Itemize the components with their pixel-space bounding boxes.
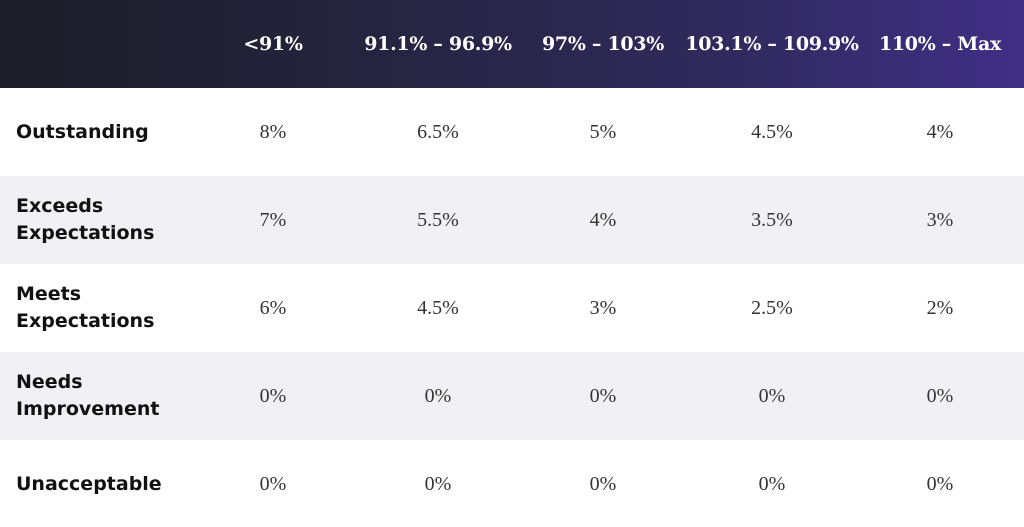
table-cell: 6% xyxy=(259,296,287,319)
table-row: Unacceptable 0% 0% 0% 0% 0% xyxy=(0,440,1024,527)
table-row: Outstanding 8% 6.5% 5% 4.5% 4% xyxy=(0,88,1024,176)
table-cell: 0% xyxy=(926,384,954,407)
row-label: Unacceptable xyxy=(16,472,162,495)
table-cell: 4% xyxy=(926,120,954,143)
table-cell: 4% xyxy=(589,208,617,231)
table-row: Needs Improvement 0% 0% 0% 0% 0% xyxy=(0,352,1024,440)
column-header: 97% – 103% xyxy=(542,33,664,55)
table-cell: 8% xyxy=(259,120,287,143)
table-cell: 0% xyxy=(259,472,287,495)
table-cell: 4.5% xyxy=(751,120,793,143)
table-cell: 5% xyxy=(589,120,617,143)
column-header: <91% xyxy=(243,33,303,55)
table-cell: 0% xyxy=(424,472,452,495)
table-cell: 0% xyxy=(589,384,617,407)
header-row: <91% 91.1% – 96.9% 97% – 103% 103.1% – 1… xyxy=(0,0,1024,88)
table-cell: 0% xyxy=(926,472,954,495)
table-cell: 4.5% xyxy=(417,296,459,319)
row-label: Meets Expectations xyxy=(16,283,155,332)
table-cell: 3.5% xyxy=(751,208,793,231)
table-cell: 2.5% xyxy=(751,296,793,319)
table-cell: 5.5% xyxy=(417,208,459,231)
column-header: 110% – Max xyxy=(878,33,1002,55)
table-cell: 3% xyxy=(926,208,954,231)
table-cell: 2% xyxy=(926,296,954,319)
table-cell: 0% xyxy=(758,472,786,495)
table-cell: 7% xyxy=(259,208,287,231)
column-header: 103.1% – 109.9% xyxy=(685,33,859,55)
table-cell: 3% xyxy=(589,296,617,319)
table-cell: 6.5% xyxy=(417,120,459,143)
table-cell: 0% xyxy=(589,472,617,495)
row-label: Needs Improvement xyxy=(16,371,160,420)
table-row: Meets Expectations 6% 4.5% 3% 2.5% 2% xyxy=(0,264,1024,352)
table-row: Exceeds Expectations 7% 5.5% 4% 3.5% 3% xyxy=(0,176,1024,264)
row-label: Outstanding xyxy=(16,120,149,143)
table-cell: 0% xyxy=(424,384,452,407)
column-header: 91.1% – 96.9% xyxy=(364,33,512,55)
row-label: Exceeds Expectations xyxy=(16,195,155,244)
table-cell: 0% xyxy=(758,384,786,407)
table-cell: 0% xyxy=(259,384,287,407)
